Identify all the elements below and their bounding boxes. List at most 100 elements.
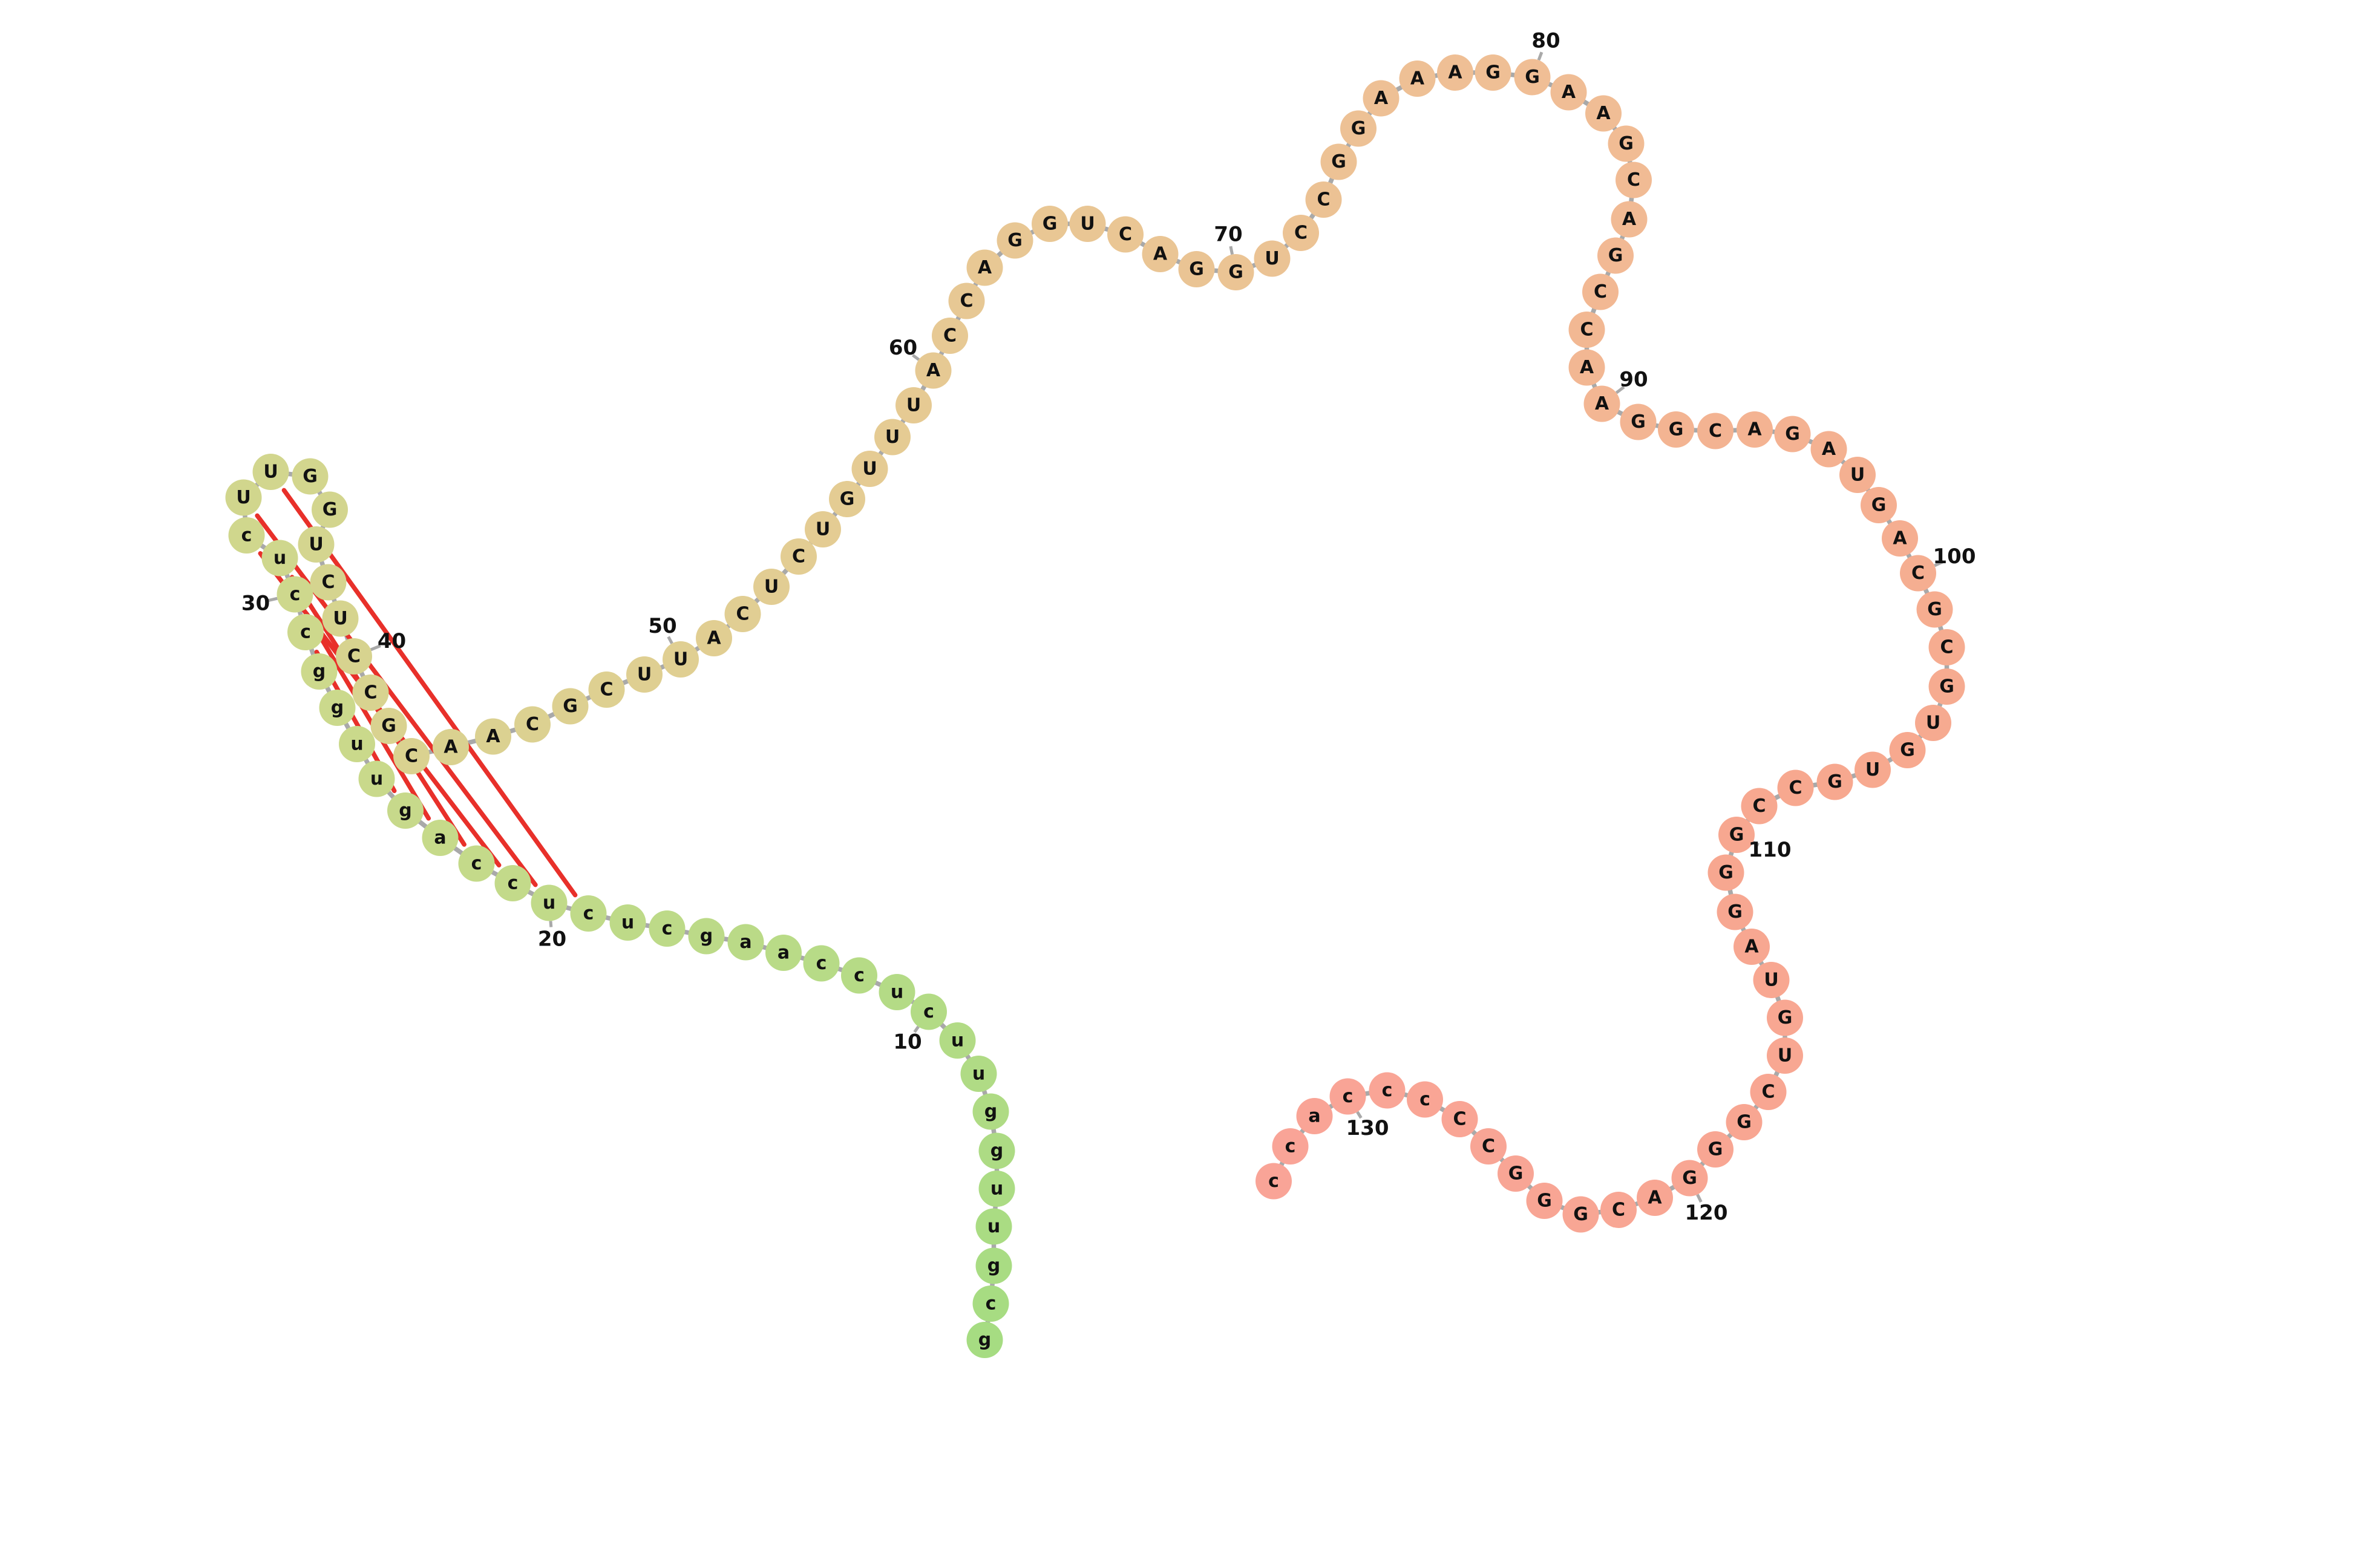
nucleotide: C [1750,1074,1787,1110]
nucleotide-letter: C [526,714,539,735]
nucleotide-letter: G [1682,1168,1697,1189]
nucleotide-circle [978,1171,1015,1207]
nucleotide-circle [781,538,817,575]
nucleotide: G [1340,110,1377,147]
nucleotide-letter: U [764,577,779,598]
nucleotide: c [803,945,840,982]
number-tick [913,1025,920,1033]
nucleotide: A [1611,201,1648,238]
nucleotide: A [1737,411,1773,448]
nucleotide-circle [1767,999,1803,1036]
nucleotide-circle [1363,80,1400,117]
nucleotide-letter: g [313,661,326,682]
nucleotide-letter: g [978,1330,991,1351]
nucleotide: C [1470,1128,1507,1165]
nucleotide-letter: C [1761,1082,1775,1103]
nucleotide-letter: G [1043,214,1058,235]
nucleotide-letter: G [1778,1007,1793,1028]
nucleotide-circle [358,760,395,797]
nucleotide-letter: G [1669,419,1684,440]
nucleotide: U [895,387,932,423]
nucleotide-letter: U [816,519,830,540]
nucleotide-circle [336,638,372,675]
nucleotide: U [1767,1037,1803,1074]
nucleotide: G [829,481,865,517]
nucleotide: G [1217,254,1254,290]
nucleotide-letter: U [1080,214,1095,235]
nucleotide-letter: G [1537,1191,1552,1212]
nucleotide: g [978,1132,1015,1169]
nucleotide-letter: U [1926,713,1940,734]
nucleotide-circle [978,1132,1015,1169]
number-tick [912,354,920,361]
nucleotide: C [1900,555,1936,592]
nucleotide-circle [1658,411,1694,448]
nucleotide-letter: A [1410,68,1425,90]
position-number: 110 [1749,838,1792,862]
nucleotide-letter: C [792,546,805,567]
nucleotide-letter: c [1285,1136,1296,1157]
nucleotide: A [1550,74,1587,111]
nucleotide-circle [879,974,915,1010]
nucleotide: C [932,318,968,354]
number-tick [1229,246,1234,255]
nucleotide-circle [972,1093,1009,1130]
nucleotide-letter: c [854,965,865,986]
nucleotide: c [1369,1072,1406,1109]
nucleotide-letter: G [1007,230,1023,251]
nucleotide: c [277,576,313,613]
nucleotide-circle [841,957,877,994]
number-tick [1696,1194,1703,1203]
nucleotide-circle [1470,1128,1507,1165]
nucleotide: A [1568,349,1605,386]
nucleotide-circle [1928,668,1965,705]
nucleotide-letter: a [434,828,446,849]
nucleotide-circle [1582,273,1619,310]
nucleotide-letter: G [1631,411,1646,433]
nucleotide: U [1839,457,1876,493]
nucleotide-letter: g [987,1255,1000,1276]
nucleotide: c [841,957,877,994]
nucleotide-circle [310,564,347,601]
nucleotide-circle [1369,1072,1406,1109]
nucleotide-letter: G [1485,62,1501,83]
nucleotide-letter: c [1382,1080,1393,1101]
nucleotide-letter: U [906,395,921,416]
nucleotide: g [966,1322,1003,1358]
nucleotide: g [688,918,725,955]
nucleotide-letter: u [891,982,903,1003]
nucleotide-letter: C [1317,189,1330,211]
nucleotide-circle [895,387,932,423]
nucleotide: G [1928,668,1965,705]
nucleotide: c [287,614,324,650]
nucleotide: G [1526,1183,1563,1219]
nucleotide: C [1582,273,1619,310]
nucleotide-circle [1568,349,1605,386]
nucleotide: a [727,924,764,961]
nucleotide-letter: u [273,547,286,569]
nucleotide: u [531,884,568,921]
nucleotide-circle [1637,1180,1673,1216]
nucleotide-circle [915,352,952,389]
nucleotide-letter: A [1595,393,1609,414]
number-ticks [267,51,1944,1203]
nucleotide: U [1254,240,1291,277]
nucleotide-letter: a [1308,1106,1320,1127]
nucleotide-circle [531,884,568,921]
nucleotide: A [1882,520,1918,557]
nucleotide-circle [1550,74,1587,111]
nucleotide-circle [1329,1078,1366,1115]
nucleotide-letter: C [1709,420,1722,442]
nucleotide-letter: c [986,1293,997,1315]
nucleotide-letter: G [1927,599,1942,620]
nucleotide-letter: C [364,682,377,704]
nucleotide: A [1734,929,1770,965]
nucleotide: C [514,706,551,743]
nucleotide: U [663,641,699,678]
nucleotide-circle [312,491,348,528]
nucleotide: U [1753,962,1790,998]
nucleotide-circle [1107,216,1144,253]
nucleotide: C [1777,769,1814,806]
nucleotide-letter: c [508,873,519,894]
